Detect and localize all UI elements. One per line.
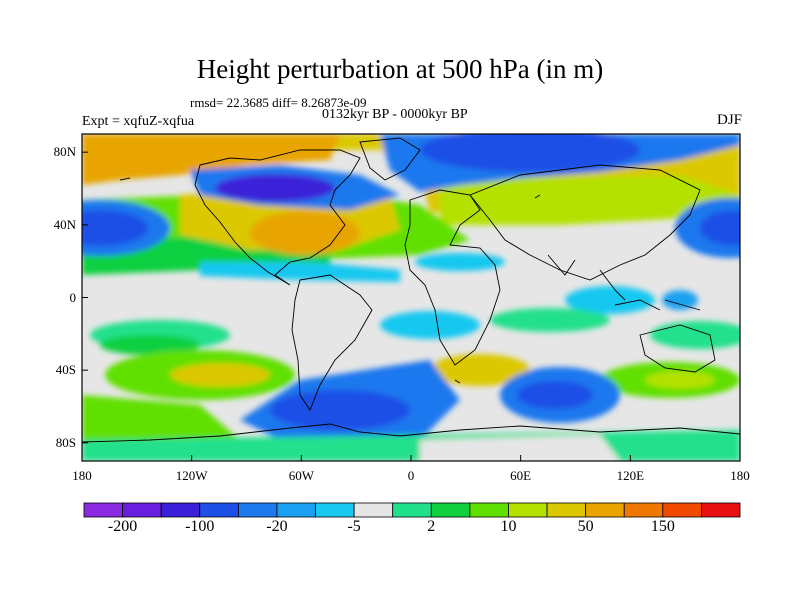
colorbar-swatch: [546, 502, 587, 518]
period-label: 0132kyr BP - 0000kyr BP: [322, 107, 468, 122]
colorbar-swatch: [276, 502, 316, 518]
colorbar-swatch: [392, 502, 432, 518]
x-tick-label: 0: [407, 468, 415, 483]
axis-ticks: [81, 151, 741, 461]
colorbar: [83, 502, 741, 518]
x-tick-label: 180: [730, 468, 750, 483]
experiment-label: Expt = xqfuZ-xqfua: [82, 114, 195, 129]
stats-label: rmsd= 22.3685 diff= 8.26873e-09: [190, 95, 367, 110]
colorbar-swatch: [315, 502, 355, 518]
colorbar-swatch: [701, 502, 741, 518]
colorbar-swatch: [469, 502, 509, 518]
colorbar-swatch: [160, 502, 201, 518]
colorbar-swatch: [353, 502, 394, 518]
colorbar-swatch: [585, 502, 625, 518]
colorbar-label: -20: [266, 518, 288, 535]
x-tick-label: 180: [72, 468, 92, 483]
x-tick-label: 60W: [288, 468, 314, 483]
coastlines: [82, 137, 740, 443]
colorbar-label: -5: [347, 518, 361, 535]
colorbar-label: 2: [427, 518, 436, 535]
colorbar-swatch: [237, 502, 278, 518]
colorbar-swatch: [199, 502, 239, 518]
colorbar-swatch: [83, 502, 123, 518]
colorbar-swatch: [122, 502, 162, 518]
y-tick-label: 80S: [55, 434, 76, 450]
y-tick-label: 40S: [55, 362, 76, 378]
x-tick-label: 60E: [510, 468, 532, 483]
colorbar-swatch: [662, 502, 702, 518]
x-tick-label: 120E: [616, 468, 645, 483]
x-tick-label: 120W: [175, 468, 208, 483]
colorbar-swatch: [508, 502, 548, 518]
y-tick-label: 0: [69, 289, 77, 305]
season-label: DJF: [716, 112, 742, 128]
height-field: [82, 134, 740, 461]
y-tick-label: 40N: [53, 216, 76, 232]
colorbar-label: 10: [500, 518, 517, 535]
colorbar-label: -200: [107, 518, 138, 535]
colorbar-label: 50: [577, 518, 594, 535]
colorbar-swatch: [623, 502, 664, 518]
colorbar-swatch: [430, 502, 471, 518]
y-tick-label: 80N: [53, 144, 76, 160]
colorbar-label: -100: [185, 518, 215, 535]
colorbar-label: 150: [650, 518, 675, 535]
map-title: Height perturbation at 500 hPa (in m): [196, 54, 604, 84]
